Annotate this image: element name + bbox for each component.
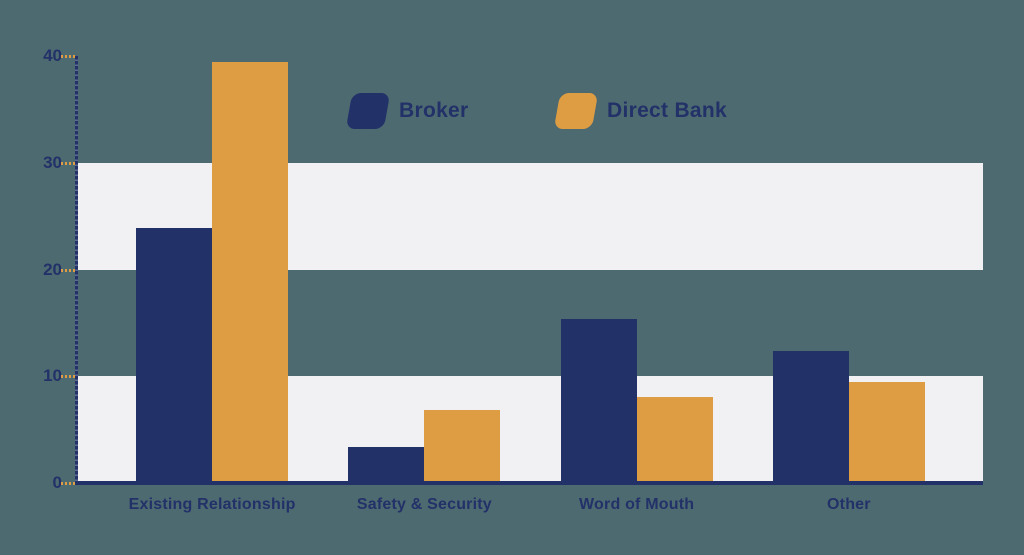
y-tick-label-10: 10 — [43, 366, 62, 386]
bar-broker-word-of-mouth — [560, 318, 637, 483]
y-axis-line — [75, 56, 78, 485]
legend-label-direct-bank: Direct Bank — [607, 99, 728, 122]
bar-broker-existing-relationship — [136, 227, 213, 483]
x-axis-label-safety-security: Safety & Security — [356, 496, 492, 513]
bar-broker-other — [772, 350, 849, 483]
bar-group-other — [743, 56, 955, 483]
y-tick-mark-20 — [61, 268, 76, 272]
y-tick-label-30: 30 — [43, 152, 62, 172]
legend-label-broker: Broker — [399, 99, 469, 122]
y-tick-label-0: 0 — [52, 473, 62, 492]
legend-item-broker: Broker — [345, 92, 469, 130]
y-tick-mark-0 — [61, 482, 76, 485]
x-axis-label-word-of-mouth: Word of Mouth — [579, 496, 695, 513]
bar-broker-safety-security — [348, 446, 425, 483]
bar-group-word-of-mouth — [531, 56, 743, 483]
x-axis-label-existing-relationship: Existing Relationship — [128, 496, 296, 513]
bar-direct-bank-existing-relationship — [212, 62, 289, 483]
y-tick-mark-30 — [61, 161, 76, 165]
bars-area — [78, 56, 983, 483]
x-axis-label-other: Other — [827, 496, 871, 513]
y-tick-label-40: 40 — [43, 46, 62, 65]
bar-direct-bank-safety-security — [424, 410, 501, 483]
y-tick-mark-40 — [61, 55, 76, 58]
legend-item-direct-bank: Direct Bank — [553, 92, 728, 130]
bar-group-safety-security — [318, 56, 530, 483]
x-axis-labels: Existing Relationship Safety & Security Wo… — [78, 496, 983, 514]
y-tick-mark-10 — [61, 375, 76, 379]
bar-direct-bank-word-of-mouth — [636, 396, 713, 483]
y-tick-label-20: 20 — [43, 259, 62, 279]
x-axis-line — [75, 481, 983, 485]
bar-group-existing-relationship — [106, 56, 318, 483]
bar-direct-bank-other — [848, 381, 925, 483]
